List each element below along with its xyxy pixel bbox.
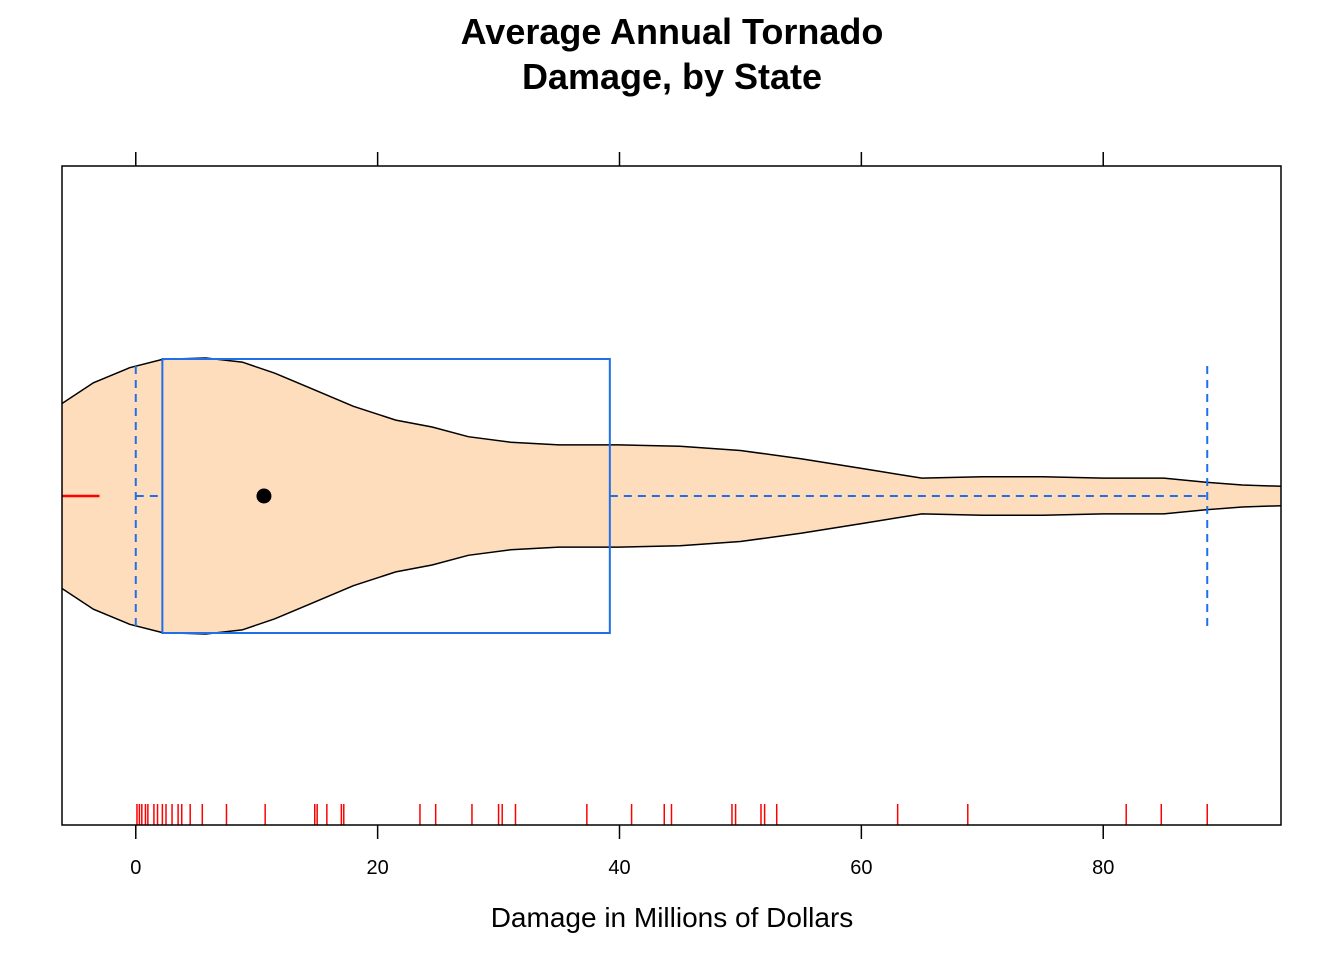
axes: 0 20 40 60 80 xyxy=(61,152,1282,879)
x-tick-label-60: 60 xyxy=(850,857,872,879)
iqr-box xyxy=(161,358,611,634)
x-tick-label-40: 40 xyxy=(608,857,630,879)
plot-area xyxy=(62,357,1281,825)
x-tick-label-80: 80 xyxy=(1092,857,1114,879)
chart-title-line-1: Average Annual Tornado xyxy=(461,11,884,52)
x-axis-label: Damage in Millions of Dollars xyxy=(491,902,854,933)
median-dot xyxy=(256,488,272,504)
x-tick-label-20: 20 xyxy=(367,857,389,879)
chart-title-line-2: Damage, by State xyxy=(522,56,822,97)
panel-border xyxy=(61,165,1282,826)
x-tick-label-0: 0 xyxy=(130,857,141,879)
chart-title: Average Annual Tornado Damage, by State xyxy=(461,11,884,97)
